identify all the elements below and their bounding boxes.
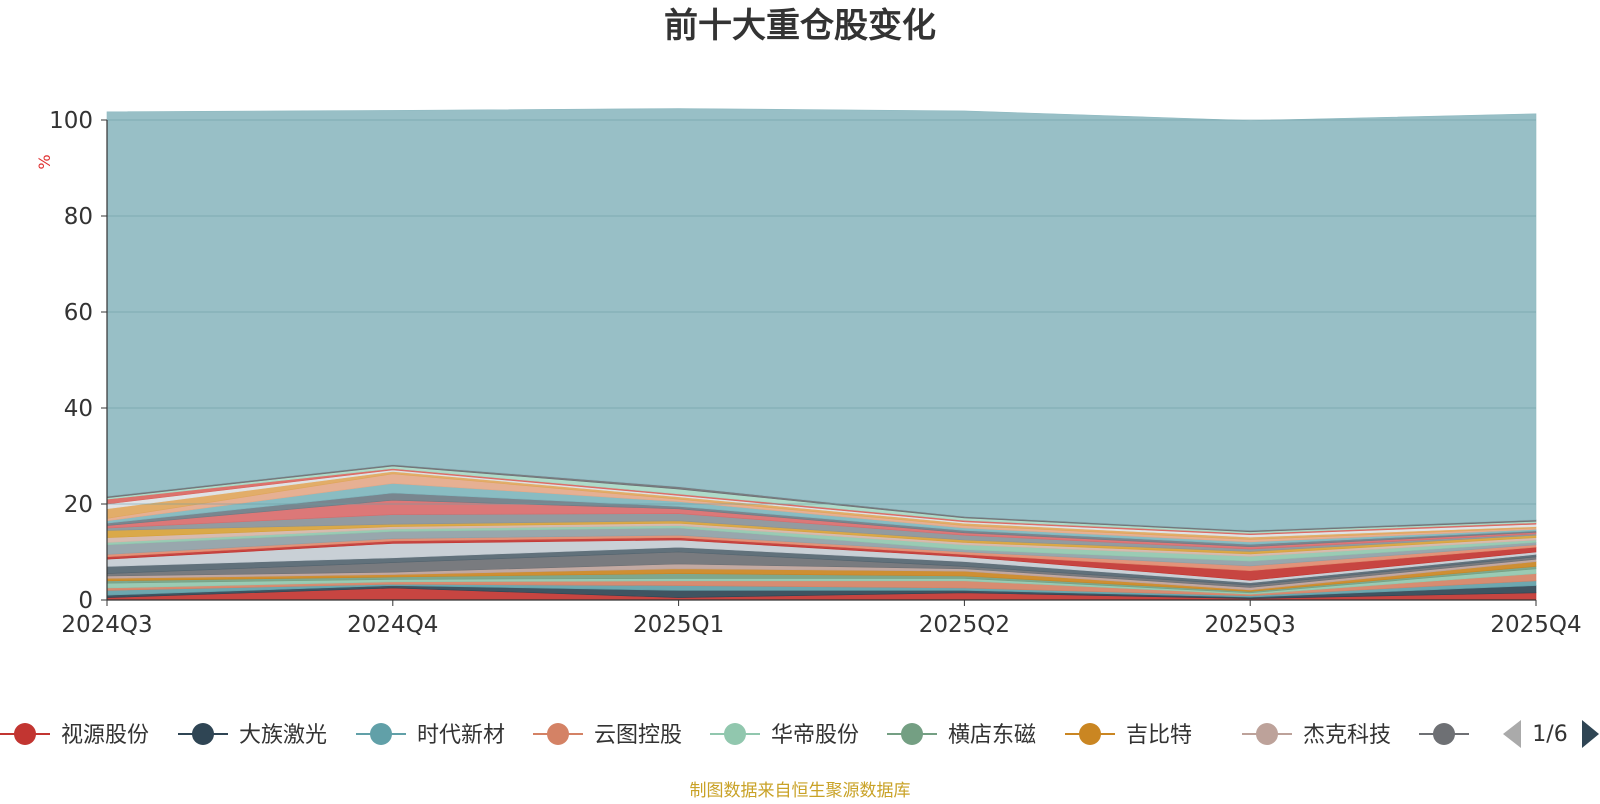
legend: 视源股份 大族激光 时代新材 云图控股 华帝股份 横店东磁 吉比特 杰克科技 明阳智能 — [0, 723, 1568, 748]
y-tick-label: 60 — [64, 300, 93, 326]
legend-marker-icon — [370, 723, 392, 745]
legend-item[interactable]: 华帝股份 — [710, 723, 859, 748]
data-source-note: 制图数据来自恒生聚源数据库 — [690, 781, 911, 800]
legend-item[interactable]: 云图控股 — [533, 723, 682, 748]
triangle-left-icon[interactable] — [1503, 720, 1521, 748]
grid-lines — [107, 119, 1536, 505]
legend-item[interactable]: 大族激光 — [178, 723, 327, 748]
legend-item[interactable]: 杰克科技 — [1242, 723, 1391, 748]
legend-label: 大族激光 — [239, 723, 327, 748]
legend-marker-icon — [1079, 723, 1101, 745]
x-tick-label: 2025Q3 — [1205, 612, 1296, 638]
legend-item[interactable]: 视源股份 — [0, 723, 149, 748]
y-tick-label: 40 — [64, 396, 93, 422]
x-tick-label: 2025Q2 — [919, 612, 1010, 638]
legend-label: 华帝股份 — [771, 723, 859, 748]
axes: 0 20 40 60 80 100 2024Q3 2024Q4 2025Q1 2025Q2 2025… — [49, 108, 1582, 638]
legend-label: 横店东磁 — [948, 723, 1036, 748]
legend-item[interactable]: 横店东磁 — [887, 723, 1036, 748]
legend-marker-icon — [14, 723, 36, 745]
series-area-28 — [106, 108, 1537, 531]
legend-label: 杰克科技 — [1303, 723, 1391, 748]
legend-label: 视源股份 — [61, 723, 149, 748]
legend-page-indicator: 1/6 — [1532, 722, 1567, 747]
x-tick-label: 2024Q4 — [347, 612, 438, 638]
legend-item[interactable]: 明阳智能 — [1419, 723, 1568, 748]
legend-marker-icon — [724, 723, 746, 745]
legend-pager: 1/6 — [1503, 720, 1599, 748]
legend-marker-icon — [901, 723, 923, 745]
y-tick-label: 20 — [64, 492, 93, 518]
legend-label: 时代新材 — [417, 723, 505, 748]
legend-marker-icon — [192, 723, 214, 745]
legend-marker-icon — [1433, 723, 1455, 745]
legend-marker-icon — [547, 723, 569, 745]
legend-item[interactable]: 吉比特 — [1065, 723, 1192, 748]
y-tick-label: 0 — [78, 588, 93, 614]
y-tick-label: 100 — [49, 108, 93, 134]
chart-title: 前十大重仓股变化 — [664, 6, 936, 46]
y-tick-label: 80 — [64, 204, 93, 230]
legend-item[interactable]: 时代新材 — [356, 723, 505, 748]
series-areas — [106, 108, 1537, 601]
legend-label: 云图控股 — [594, 723, 682, 748]
x-tick-label: 2025Q1 — [633, 612, 724, 638]
x-tick-label: 2024Q3 — [61, 612, 152, 638]
legend-marker-icon — [1256, 723, 1278, 745]
triangle-right-icon[interactable] — [1582, 720, 1599, 748]
legend-label: 吉比特 — [1126, 723, 1192, 748]
y-axis-unit: % — [35, 154, 54, 169]
x-tick-label: 2025Q4 — [1490, 612, 1581, 638]
